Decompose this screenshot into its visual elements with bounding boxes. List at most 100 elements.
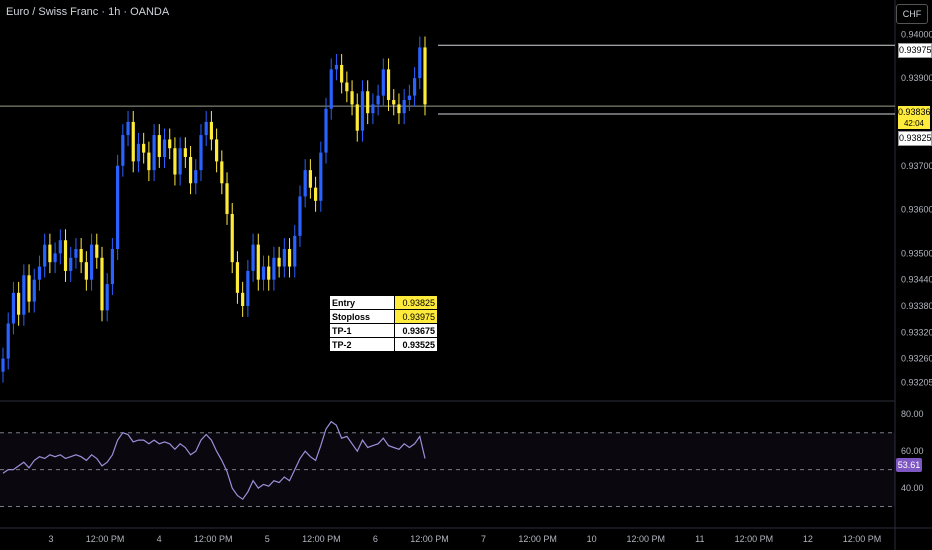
candle-body <box>308 170 312 188</box>
price-levels <box>0 44 895 115</box>
time-tick-label: 12:00 PM <box>86 534 125 544</box>
candle-body <box>220 161 224 184</box>
entry-value: 0.93825 <box>394 295 438 310</box>
candle-body <box>199 135 203 171</box>
current-price-label: 0.93836 <box>898 106 931 119</box>
candle-body <box>63 240 68 271</box>
candle-body <box>277 257 281 267</box>
rsi-tick-label: 80.00 <box>901 409 924 419</box>
candle-body <box>11 292 16 324</box>
candlestick-series <box>1 36 427 383</box>
candle-body <box>402 100 406 114</box>
stoploss-label: Stoploss <box>329 309 395 324</box>
price-tick-label: 0.93320 <box>901 327 932 337</box>
tp1-label: TP-1 <box>329 323 395 338</box>
candle-body <box>53 253 57 263</box>
entry-price-label: 0.93825 <box>898 131 932 146</box>
candle-body <box>282 249 286 267</box>
price-tick-label: 0.94000 <box>901 29 932 39</box>
candle-body <box>27 275 31 302</box>
candle-body <box>79 249 83 263</box>
candle-countdown: 42:04 <box>898 118 930 129</box>
candle-body <box>272 257 276 280</box>
candle-body <box>1 358 5 372</box>
candle-body <box>225 183 229 214</box>
rsi-pane <box>0 420 895 508</box>
candle-body <box>303 170 307 197</box>
price-tick-label: 0.93440 <box>901 275 932 285</box>
candle-body <box>392 100 396 105</box>
candle-body <box>37 266 42 280</box>
candle-body <box>412 78 417 96</box>
candle-body <box>329 69 333 109</box>
table-row: TP-2 0.93525 <box>329 337 438 352</box>
candle-body <box>74 249 78 258</box>
time-tick-label: 12:00 PM <box>518 534 557 544</box>
time-tick-label: 3 <box>48 534 53 544</box>
candle-body <box>355 104 359 131</box>
candle-body <box>188 156 193 184</box>
candle-body <box>48 244 52 263</box>
time-tick-label: 12 <box>803 534 813 544</box>
candle-body <box>142 143 146 153</box>
stoploss-value: 0.93975 <box>394 309 438 324</box>
candle-body <box>251 244 255 271</box>
candle-body <box>43 244 47 267</box>
candle-body <box>6 323 10 359</box>
symbol-title: Euro / Swiss Franc · 1h · OANDA <box>6 6 170 18</box>
candle-body <box>162 139 167 157</box>
candle-body <box>256 244 260 280</box>
time-tick-label: 6 <box>373 534 378 544</box>
price-axis-ticks: 0.94000 0.93900 0.93700 0.93600 0.93500 0.934… <box>901 29 932 387</box>
rsi-tick-label: 40.00 <box>901 483 924 493</box>
candle-body <box>152 135 156 171</box>
price-tick-label: 0.93900 <box>901 73 932 83</box>
time-tick-label: 7 <box>481 534 486 544</box>
candle-body <box>209 121 213 140</box>
price-tick-label: 0.93205 <box>901 378 932 388</box>
candle-body <box>386 69 391 101</box>
candle-body <box>423 47 427 105</box>
candle-body <box>397 104 401 114</box>
candle-body <box>324 108 328 153</box>
candle-body <box>17 292 21 315</box>
trade-levels-table: Entry 0.93825 Stoploss 0.93975 TP-1 0.93… <box>329 295 438 352</box>
candle-body <box>215 139 219 162</box>
time-tick-label: 4 <box>157 534 162 544</box>
candle-body <box>261 266 266 280</box>
candle-body <box>334 64 339 70</box>
candle-body <box>366 91 370 114</box>
price-tick-label: 0.93380 <box>901 301 932 311</box>
rsi-line <box>2 420 426 501</box>
candle-body <box>178 148 182 175</box>
candle-body <box>267 266 271 280</box>
candle-body <box>22 275 26 315</box>
tp2-label: TP-2 <box>329 337 395 352</box>
candle-body <box>89 244 94 280</box>
price-tick-label: 0.93260 <box>901 354 932 364</box>
time-axis-ticks: 3 12:00 PM 4 12:00 PM 5 12:00 PM 6 12:00 PM 7 12:… <box>48 534 881 544</box>
candle-body <box>371 104 375 114</box>
candle-body <box>376 95 380 105</box>
candle-body <box>287 249 292 267</box>
candle-body <box>136 143 141 162</box>
entry-label: Entry <box>329 295 395 310</box>
tp2-value: 0.93525 <box>394 337 438 352</box>
candle-body <box>105 284 109 311</box>
time-tick-label: 12:00 PM <box>735 534 774 544</box>
candle-body <box>32 279 36 302</box>
candle-body <box>204 121 208 136</box>
table-row: Entry 0.93825 <box>329 295 438 310</box>
candle-body <box>246 270 250 306</box>
candle-body <box>381 69 385 96</box>
time-tick-label: 5 <box>265 534 270 544</box>
candle-body <box>95 244 99 258</box>
time-tick-label: 10 <box>587 534 597 544</box>
candle-body <box>241 292 245 306</box>
candle-body <box>126 121 130 136</box>
time-tick-label: 12:00 PM <box>410 534 449 544</box>
candle-body <box>84 262 88 280</box>
currency-button[interactable]: CHF <box>896 4 928 24</box>
